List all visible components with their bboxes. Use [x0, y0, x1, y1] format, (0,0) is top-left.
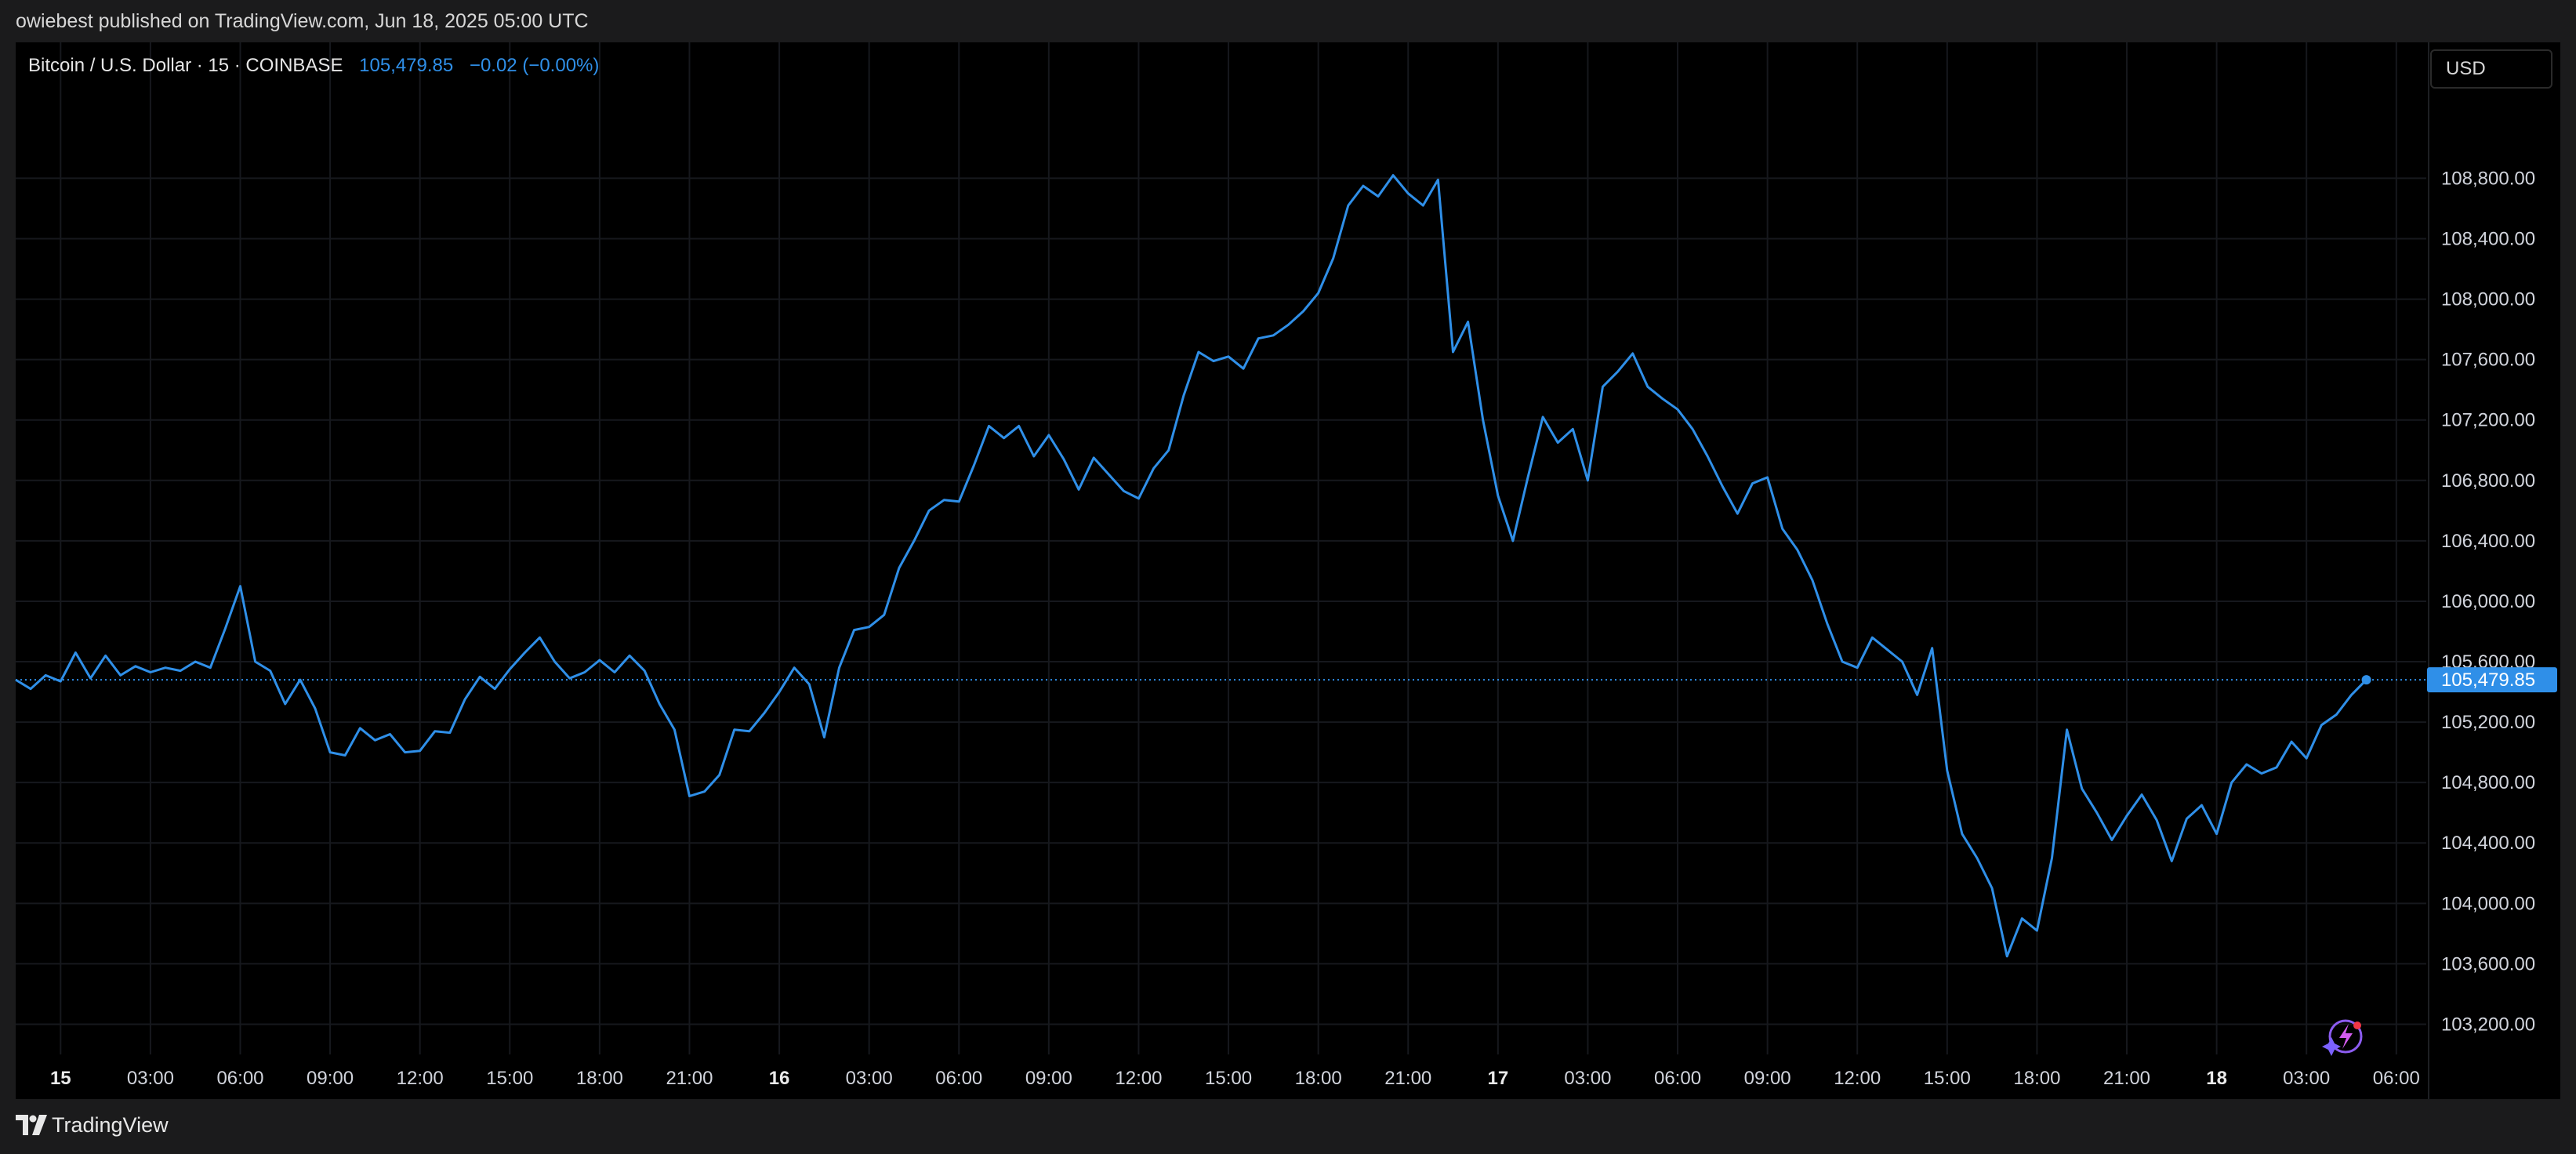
y-tick-label: 107,600.00: [2441, 350, 2535, 371]
currency-button[interactable]: USD: [2430, 49, 2552, 89]
y-tick-label: 104,800.00: [2441, 772, 2535, 793]
y-tick-label: 108,000.00: [2441, 289, 2535, 310]
y-tick-label: 108,400.00: [2441, 228, 2535, 249]
x-tick-label: 21:00: [1384, 1068, 1431, 1089]
tradingview-logo-icon[interactable]: [16, 1113, 49, 1137]
symbol-legend: Bitcoin / U.S. Dollar · 15 · COINBASE 10…: [28, 55, 599, 77]
x-tick-label: 03:00: [127, 1068, 174, 1089]
x-tick-label: 09:00: [1025, 1068, 1072, 1089]
y-tick-label: 108,800.00: [2441, 168, 2535, 189]
x-tick-label: 21:00: [2103, 1068, 2150, 1089]
x-tick-label: 15:00: [1924, 1068, 1971, 1089]
brand-name[interactable]: TradingView: [52, 1113, 169, 1137]
x-tick-label: 06:00: [935, 1068, 982, 1089]
top-bar: owiebest published on TradingView.com, J…: [0, 0, 2576, 42]
x-tick-label: 18:00: [2013, 1068, 2060, 1089]
last-price-tag-bg: [2427, 667, 2557, 693]
price-axis: 103,200.00 103,600.00 104,000.00 104,400.00…: [2441, 168, 2535, 1035]
x-tick-label: 15:00: [486, 1068, 533, 1089]
lightning-replay-icon[interactable]: [2322, 1019, 2363, 1056]
price-chart[interactable]: 103,200.00 103,600.00 104,000.00 104,400.00…: [0, 0, 2576, 1099]
x-tick-label: 21:00: [666, 1068, 713, 1089]
x-tick-label: 09:00: [307, 1068, 354, 1089]
x-tick-label: 17: [1487, 1068, 1508, 1089]
y-tick-label: 106,800.00: [2441, 470, 2535, 492]
x-tick-label: 18: [2206, 1068, 2227, 1089]
last-point-marker: [2361, 675, 2371, 685]
x-tick-label: 06:00: [216, 1068, 263, 1089]
y-tick-label: 103,600.00: [2441, 953, 2535, 974]
y-tick-label: 105,200.00: [2441, 712, 2535, 733]
y-tick-label: 106,400.00: [2441, 531, 2535, 552]
x-tick-label: 06:00: [1654, 1068, 1701, 1089]
chart-grid: [16, 42, 2429, 1099]
x-tick-label: 15: [50, 1068, 71, 1089]
x-tick-label: 03:00: [1564, 1068, 1611, 1089]
x-tick-label: 16: [769, 1068, 790, 1089]
x-tick-label: 18:00: [576, 1068, 623, 1089]
x-tick-label: 15:00: [1205, 1068, 1252, 1089]
publisher-info: owiebest published on TradingView.com, J…: [16, 10, 589, 32]
x-tick-label: 03:00: [2283, 1068, 2330, 1089]
x-tick-label: 03:00: [846, 1068, 893, 1089]
footer-bar: [0, 1099, 2576, 1154]
x-tick-label: 09:00: [1744, 1068, 1791, 1089]
legend-price: 105,479.85: [359, 55, 454, 76]
x-tick-label: 18:00: [1295, 1068, 1342, 1089]
y-tick-label: 106,000.00: [2441, 591, 2535, 612]
price-series-line: [15, 174, 2367, 958]
y-tick-label: 103,200.00: [2441, 1014, 2535, 1035]
x-tick-label: 12:00: [1834, 1068, 1881, 1089]
x-tick-label: 12:00: [397, 1068, 444, 1089]
y-tick-label: 104,000.00: [2441, 893, 2535, 914]
series-layer: [15, 174, 2371, 958]
legend-change: −0.02 (−0.00%): [469, 55, 600, 76]
x-tick-label: 06:00: [2373, 1068, 2420, 1089]
symbol-title[interactable]: Bitcoin / U.S. Dollar · 15 · COINBASE: [28, 55, 343, 76]
time-axis: 15 03:00 06:00 09:00 12:00 15:00 18:00 21:00 16 0…: [50, 1068, 2420, 1089]
x-tick-label: 12:00: [1115, 1068, 1162, 1089]
y-tick-label: 107,200.00: [2441, 410, 2535, 431]
chart-pane[interactable]: [16, 42, 2560, 1099]
last-price-label: 105,479.85: [2441, 670, 2535, 691]
y-tick-label: 104,400.00: [2441, 833, 2535, 854]
last-price-tag: 105,479.85: [2427, 667, 2557, 693]
